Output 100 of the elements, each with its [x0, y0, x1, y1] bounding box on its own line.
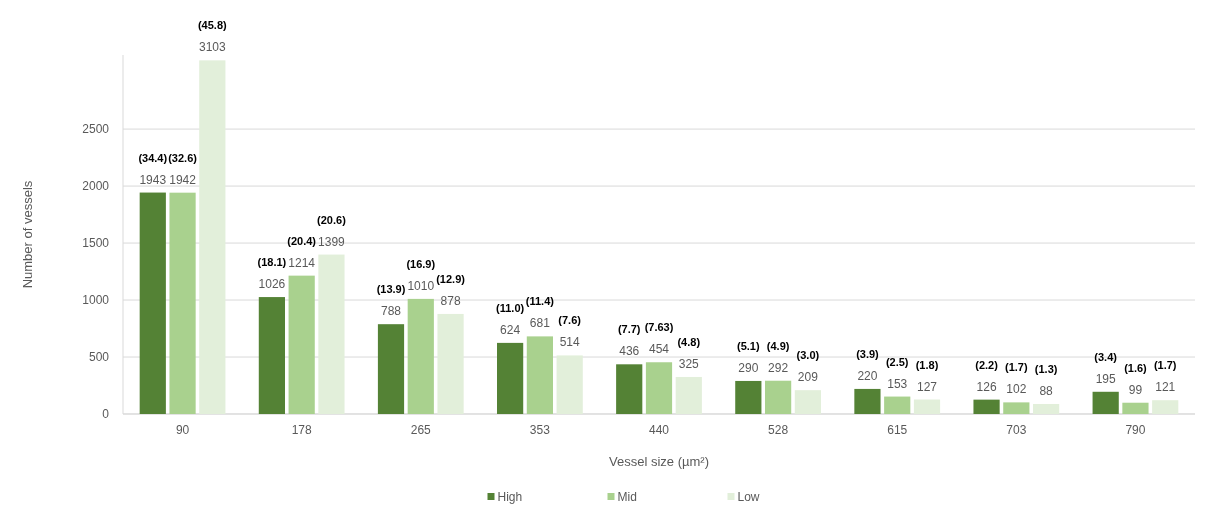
bar — [318, 254, 345, 414]
bar — [437, 313, 464, 414]
data-label: 1399 — [318, 234, 346, 249]
bar — [258, 297, 285, 414]
bar — [735, 380, 762, 414]
annotation: (11.0) — [496, 301, 525, 314]
annotation: (2.2) — [975, 358, 999, 371]
data-label: 153 — [887, 376, 908, 391]
x-tick-label: 90 — [175, 423, 190, 437]
data-label: 1010 — [407, 278, 435, 293]
data-label: 1942 — [169, 172, 197, 187]
bar — [854, 388, 881, 414]
x-tick-label: 703 — [1006, 423, 1027, 437]
x-tick-label: 178 — [291, 423, 312, 437]
annotation: (20.6) — [317, 213, 347, 226]
bar — [616, 364, 643, 414]
bar — [199, 60, 226, 414]
bar — [794, 390, 821, 414]
annotation: (1.3) — [1034, 362, 1058, 375]
annotation: (16.9) — [406, 257, 436, 270]
bar — [884, 396, 911, 414]
data-label: 290 — [738, 360, 759, 375]
data-label: 681 — [529, 316, 551, 331]
data-label: 454 — [648, 342, 670, 357]
bar — [556, 355, 583, 414]
data-label: 1214 — [288, 255, 316, 270]
data-label: 514 — [559, 335, 580, 350]
annotation: (32.6) — [168, 151, 198, 164]
bar — [288, 275, 315, 414]
y-axis-title: Number of vessels — [20, 180, 35, 289]
annotation: (5.1) — [737, 339, 760, 352]
annotation: (18.1) — [257, 256, 287, 269]
annotation: (13.9) — [376, 283, 406, 296]
x-tick-label: 353 — [529, 423, 551, 437]
bar — [1122, 402, 1149, 414]
annotation: (3.4) — [1094, 350, 1118, 363]
bar — [407, 298, 434, 414]
annotation: (4.9) — [766, 339, 790, 352]
legend-label: High — [497, 490, 523, 504]
y-tick-label: 2500 — [82, 122, 110, 137]
bar — [973, 399, 1000, 414]
legend-label: Low — [737, 490, 760, 504]
data-label: 292 — [768, 360, 789, 375]
legend-label: Mid — [617, 490, 637, 504]
data-label: 325 — [678, 356, 700, 371]
bar — [497, 342, 524, 414]
data-label: 99 — [1128, 382, 1143, 397]
data-label: 88 — [1039, 383, 1054, 398]
data-label: 195 — [1095, 371, 1116, 386]
y-tick-label: 1500 — [82, 236, 110, 251]
annotation: (7.7) — [617, 323, 641, 336]
annotation: (3.0) — [796, 349, 820, 362]
bar — [1033, 403, 1060, 414]
annotation: (7.6) — [558, 314, 582, 327]
y-tick-label: 0 — [102, 407, 110, 422]
data-label: 788 — [380, 304, 402, 319]
bar — [1092, 391, 1119, 414]
data-label: 624 — [500, 322, 521, 337]
data-label: 102 — [1006, 382, 1027, 397]
x-tick-label: 615 — [887, 423, 908, 437]
annotation: (2.5) — [885, 355, 909, 368]
bar — [377, 324, 405, 414]
data-label: 436 — [619, 344, 640, 359]
annotation: (7.63) — [644, 321, 674, 334]
bar — [1152, 400, 1179, 414]
x-axis-title: Vessel size (µm²) — [609, 454, 709, 469]
annotation: (4.8) — [677, 335, 701, 348]
data-label: 1026 — [258, 277, 286, 292]
data-label: 126 — [976, 379, 997, 394]
bar — [675, 376, 702, 414]
bar — [765, 380, 792, 414]
y-tick-label: 1000 — [82, 293, 110, 308]
text: (45.8) — [197, 19, 228, 32]
bar — [1003, 402, 1030, 414]
annotation: (1.7) — [1153, 359, 1177, 372]
annotation: (1.8) — [915, 358, 939, 371]
x-tick-label: 265 — [410, 423, 432, 437]
data-label: 121 — [1155, 380, 1176, 395]
annotation: (11.4) — [525, 295, 555, 308]
data-label: 3103 — [198, 40, 226, 55]
annotation: (34.4) — [138, 151, 168, 164]
y-tick-label: 500 — [88, 350, 110, 365]
bar — [913, 399, 941, 414]
data-label: 209 — [797, 370, 819, 385]
data-label: 1943 — [139, 172, 167, 187]
annotation: (1.6) — [1124, 361, 1148, 374]
x-tick-label: 790 — [1125, 423, 1146, 437]
annotation: (12.9) — [436, 272, 466, 285]
annotation: (20.4) — [287, 234, 317, 247]
x-tick-label: 440 — [648, 423, 670, 437]
bar — [169, 192, 196, 414]
bar — [526, 336, 553, 414]
data-label: 127 — [916, 379, 938, 394]
data-label: 878 — [440, 293, 461, 308]
bar — [645, 362, 673, 414]
annotation: (1.7) — [1005, 361, 1028, 374]
bar — [139, 192, 166, 414]
y-tick-label: 2000 — [82, 179, 110, 194]
annotation: (3.9) — [856, 347, 880, 360]
x-tick-label: 528 — [768, 423, 789, 437]
